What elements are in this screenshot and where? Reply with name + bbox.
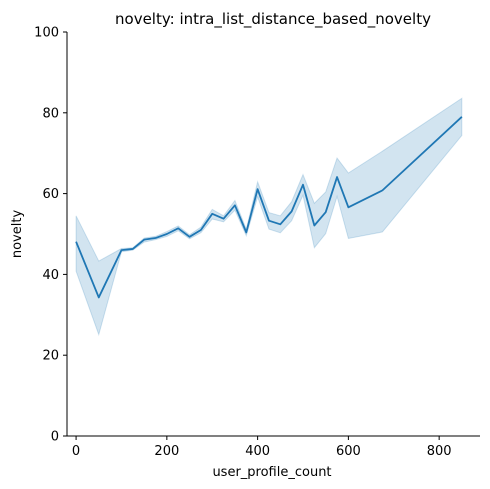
x-axis-label: user_profile_count	[212, 465, 331, 480]
confidence-band	[75, 97, 463, 337]
x-tick-label: 600	[336, 444, 361, 459]
x-ticks: 0 200 400 600 800	[72, 436, 452, 459]
series-line	[75, 116, 463, 299]
x-tick-label: 200	[154, 444, 179, 459]
y-tick-label: 20	[42, 349, 59, 364]
x-tick-label: 800	[427, 444, 452, 459]
x-tick-label: 0	[72, 444, 80, 459]
y-axis-label: novelty	[10, 210, 25, 259]
y-tick-label: 60	[42, 187, 59, 202]
chart-title: novelty: intra_list_distance_based_novel…	[115, 10, 431, 29]
y-tick-label: 40	[42, 268, 59, 283]
y-tick-label: 100	[34, 26, 59, 41]
x-tick-label: 400	[245, 444, 270, 459]
y-tick-label: 0	[51, 430, 59, 445]
y-tick-label: 80	[42, 106, 59, 121]
y-ticks: 0 20 40 60 80 100	[34, 26, 67, 445]
plot-area	[75, 97, 463, 337]
